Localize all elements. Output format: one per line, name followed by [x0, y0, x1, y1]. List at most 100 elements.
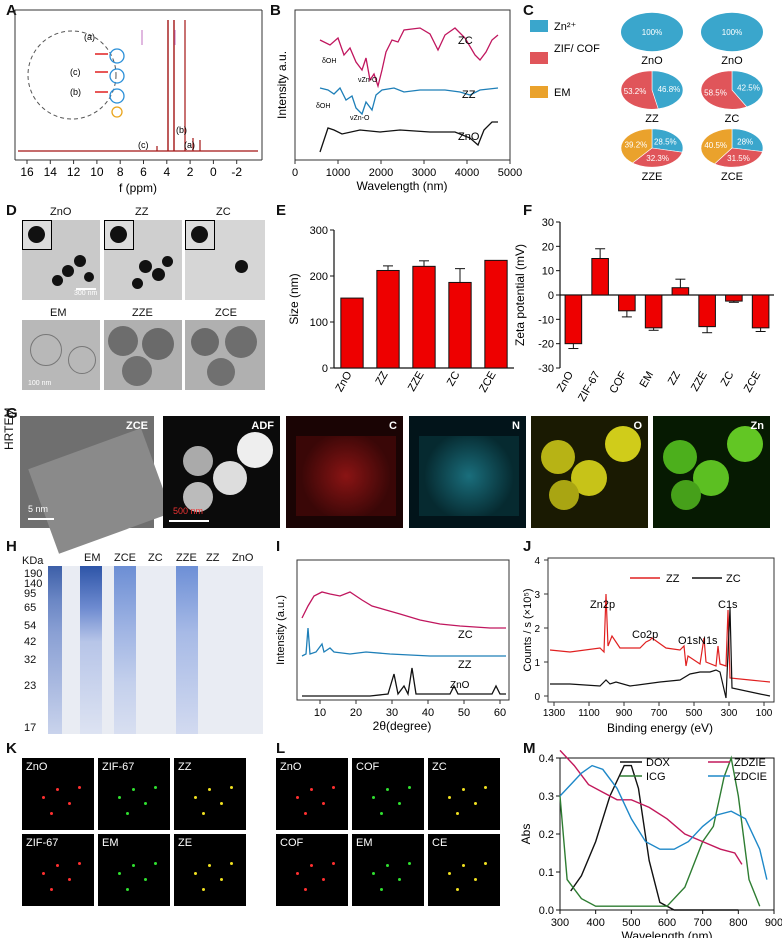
j-xtick-label: 1300	[543, 708, 566, 719]
ytick-label: 20	[542, 241, 554, 253]
a-xtick-label: 4	[163, 165, 170, 179]
j-xtick-label: 1100	[578, 708, 600, 719]
series-line-zdcie	[559, 764, 768, 880]
annot-vzno-1: νZn-O	[358, 77, 378, 84]
ytick-label: 10	[542, 266, 554, 278]
map-tile-adf: ADF 500 nm	[163, 416, 280, 528]
a-xtick-label: 16	[20, 165, 34, 179]
gel-marker-label: 140	[24, 578, 43, 590]
j-ytick-label: 0	[534, 692, 540, 703]
pie-label: ZC	[725, 113, 740, 125]
pie-slice	[700, 70, 748, 110]
m-xtick-label: 600	[658, 917, 676, 929]
category-label: ZC	[445, 369, 463, 388]
legend-zif-label: ZIF/ COF	[554, 43, 600, 55]
peak-o1s: O1s	[678, 635, 699, 647]
y-axis-label: Zeta potential (mV)	[513, 244, 527, 346]
fluor-tile: ZIF-67	[98, 758, 170, 830]
tem-label-zno: ZnO	[50, 206, 72, 218]
fluor-tile: ZZ	[174, 758, 246, 830]
peak-label-a: (a)	[184, 140, 195, 150]
pie-label: ZnO	[721, 55, 743, 67]
pie-slice-label: 28.5%	[654, 137, 677, 146]
gel-lane-label: ZZ	[206, 552, 220, 564]
pie-slice	[701, 12, 763, 52]
i-xtick-label: 40	[422, 707, 434, 719]
panel-j-xlabel: Binding energy (eV)	[607, 721, 713, 735]
gel-marker-label: 42	[24, 636, 37, 648]
pie-slice-label: 28%	[737, 137, 753, 146]
fluor-tile: ZC	[428, 758, 500, 830]
y-axis-label: Size (nm)	[287, 273, 301, 324]
i-xtick-label: 10	[314, 707, 326, 719]
ytick-label: -20	[538, 339, 554, 351]
category-label: ZZE	[689, 370, 710, 394]
gel-marker-label: 17	[24, 722, 37, 734]
panel-label-e: E	[276, 202, 287, 219]
series-line-zdzie	[559, 749, 743, 865]
pie-slice-label: 100%	[642, 28, 662, 37]
a-xtick-label: 0	[210, 165, 217, 179]
pie-slice-label: 39.2%	[625, 140, 648, 149]
pie-slice	[714, 147, 763, 168]
bar	[484, 259, 508, 369]
peak-co2p: Co2p	[632, 629, 658, 641]
fluor-tile: COF	[352, 758, 424, 830]
pie-label: ZCE	[721, 171, 743, 183]
bar	[671, 287, 690, 296]
tem-zc	[185, 220, 265, 300]
b-xtick-label: 0	[292, 167, 298, 179]
m-xtick-label: 700	[693, 917, 711, 929]
pie-slice	[731, 70, 764, 108]
pie-slice-label: 53.2%	[624, 87, 647, 96]
panel-label-m: M	[523, 740, 536, 757]
category-label: COF	[607, 369, 629, 395]
panel-label-l: L	[276, 740, 286, 757]
b-xtick-label: 5000	[498, 167, 522, 179]
panel-label-b: B	[270, 2, 281, 19]
legend-zif-swatch	[530, 52, 548, 64]
pie-slice	[700, 128, 733, 165]
label-zz: ZZ	[458, 659, 472, 671]
panel-m-abs-chart: 300 400 500 600 700 800 900 0.0 0.1 0.2 0.3 0.4 DOX I…	[519, 749, 782, 938]
gel-marker-label: 65	[24, 602, 37, 614]
tem-em	[22, 320, 100, 390]
tem-label-zze: ZZE	[132, 307, 153, 319]
panel-i-xrd: ZC ZZ ZnO 10 20 30 40 50 60 2θ(degree) Intens…	[275, 559, 510, 733]
panel-c-pies: Zn²⁺ ZIF/ COF EM 100% ZnO 100% ZnO 46.8% 53.2…	[530, 12, 764, 183]
panel-j-ylabel: Counts / s (×10⁵)	[522, 588, 534, 671]
ytick-label: 200	[310, 271, 328, 283]
struct-label-a: (a)	[84, 32, 95, 42]
category-label: ZZE	[406, 370, 427, 394]
pie-slice	[631, 147, 683, 168]
peak-label-c: (c)	[138, 140, 149, 150]
m-xtick-label: 800	[729, 917, 747, 929]
category-label: ZC	[719, 369, 737, 388]
tem-zce	[185, 320, 265, 390]
j-xtick-label: 300	[721, 708, 738, 719]
m-xtick-label: 500	[622, 917, 640, 929]
bar	[644, 294, 663, 329]
bar	[698, 294, 716, 328]
pie-slice-label: 42.5%	[737, 83, 760, 92]
panel-e-size-chart: 0 100 200 300 ZnO ZZ ZZE ZC ZCE Size (nm)	[287, 225, 514, 395]
legend-zn-label: Zn²⁺	[554, 21, 577, 33]
tem-label-zz: ZZ	[135, 206, 149, 218]
j-ytick-label: 2	[534, 624, 540, 635]
j-xtick-label: 700	[651, 708, 668, 719]
a-xtick-label: -2	[231, 165, 242, 179]
m-xlabel: Wavelength (nm)	[622, 929, 713, 938]
bar	[725, 294, 743, 302]
category-label: ZCE	[742, 370, 763, 395]
pie-slice	[651, 70, 684, 110]
a-xtick-label: 12	[67, 165, 81, 179]
panel-label-h: H	[6, 538, 17, 555]
panel-label-j: J	[523, 538, 532, 555]
panel-a-xlabel: f (ppm)	[119, 181, 157, 195]
m-ytick-label: 0.0	[539, 905, 554, 917]
bar	[751, 294, 770, 329]
tem-zno	[22, 220, 100, 300]
series-line-dox	[570, 764, 739, 911]
bar	[618, 294, 636, 312]
series-zz-line	[319, 86, 499, 116]
